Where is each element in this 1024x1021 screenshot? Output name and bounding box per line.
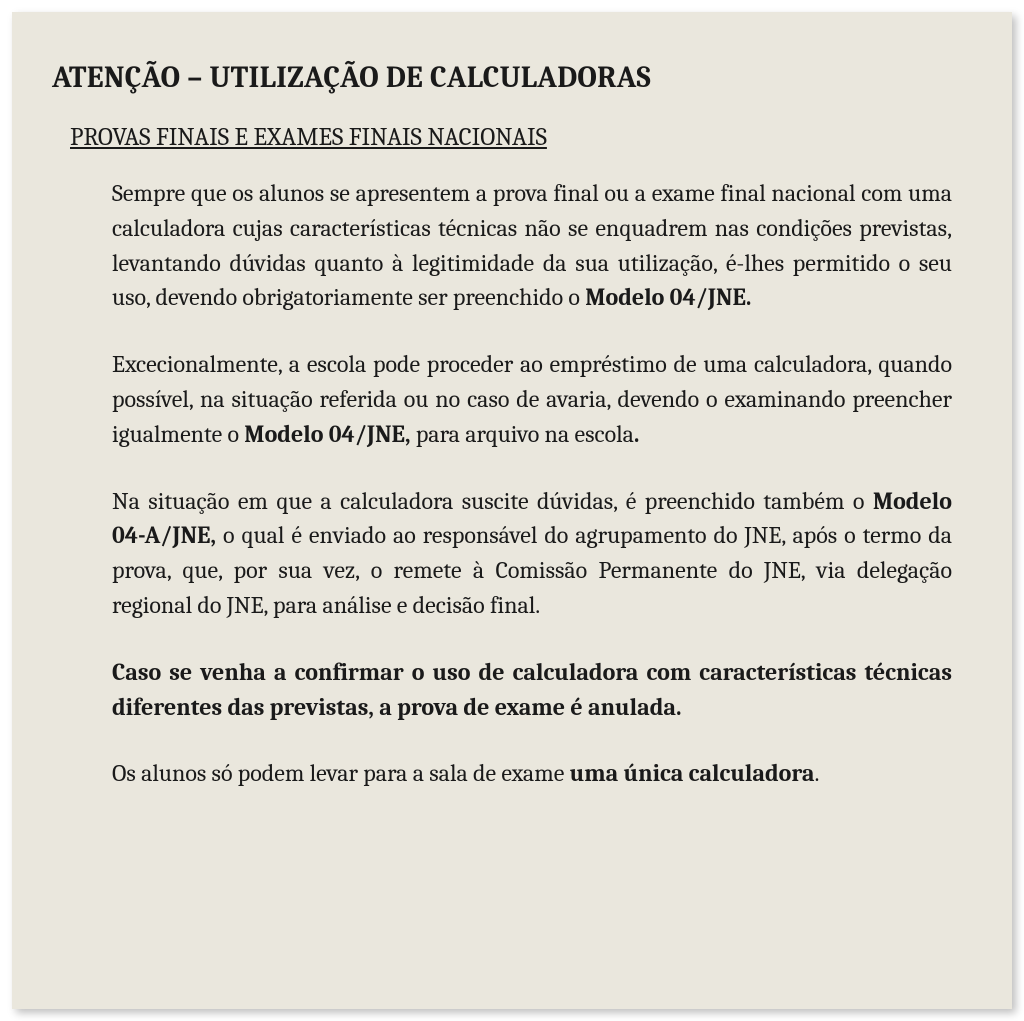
p5-text-b: . — [815, 759, 820, 787]
p5-text-a: Os alunos só podem levar para a sala de … — [112, 759, 570, 787]
p2-bold2: . — [634, 420, 640, 448]
p1-bold: Modelo 04/JNE. — [585, 283, 751, 311]
p5-bold: uma única calculadora — [570, 759, 815, 787]
p2-bold: Modelo 04/JNE, — [244, 420, 410, 448]
paragraph-3: Na situação em que a calculadora suscite… — [112, 484, 952, 623]
p3-text-b: o qual é enviado ao responsável do agrup… — [112, 521, 952, 619]
paragraph-1: Sempre que os alunos se apresentem a pro… — [112, 176, 952, 315]
subtitle: PROVAS FINAIS E EXAMES FINAIS NACIONAIS — [70, 123, 972, 152]
p3-text-a: Na situação em que a calculadora suscite… — [112, 487, 873, 515]
p4-bold: Caso se venha a confirmar o uso de calcu… — [112, 658, 952, 721]
main-title: ATENÇÃO – UTILIZAÇÃO DE CALCULADORAS — [52, 60, 972, 95]
p1-text: Sempre que os alunos se apresentem a pro… — [112, 179, 952, 311]
paragraph-4: Caso se venha a confirmar o uso de calcu… — [112, 655, 952, 725]
p2-text-b: para arquivo na escola — [411, 420, 634, 448]
body-content: Sempre que os alunos se apresentem a pro… — [112, 176, 952, 791]
paragraph-5: Os alunos só podem levar para a sala de … — [112, 756, 952, 791]
notice-box: ATENÇÃO – UTILIZAÇÃO DE CALCULADORAS PRO… — [12, 12, 1012, 1009]
paragraph-2: Excecionalmente, a escola pode proceder … — [112, 347, 952, 451]
